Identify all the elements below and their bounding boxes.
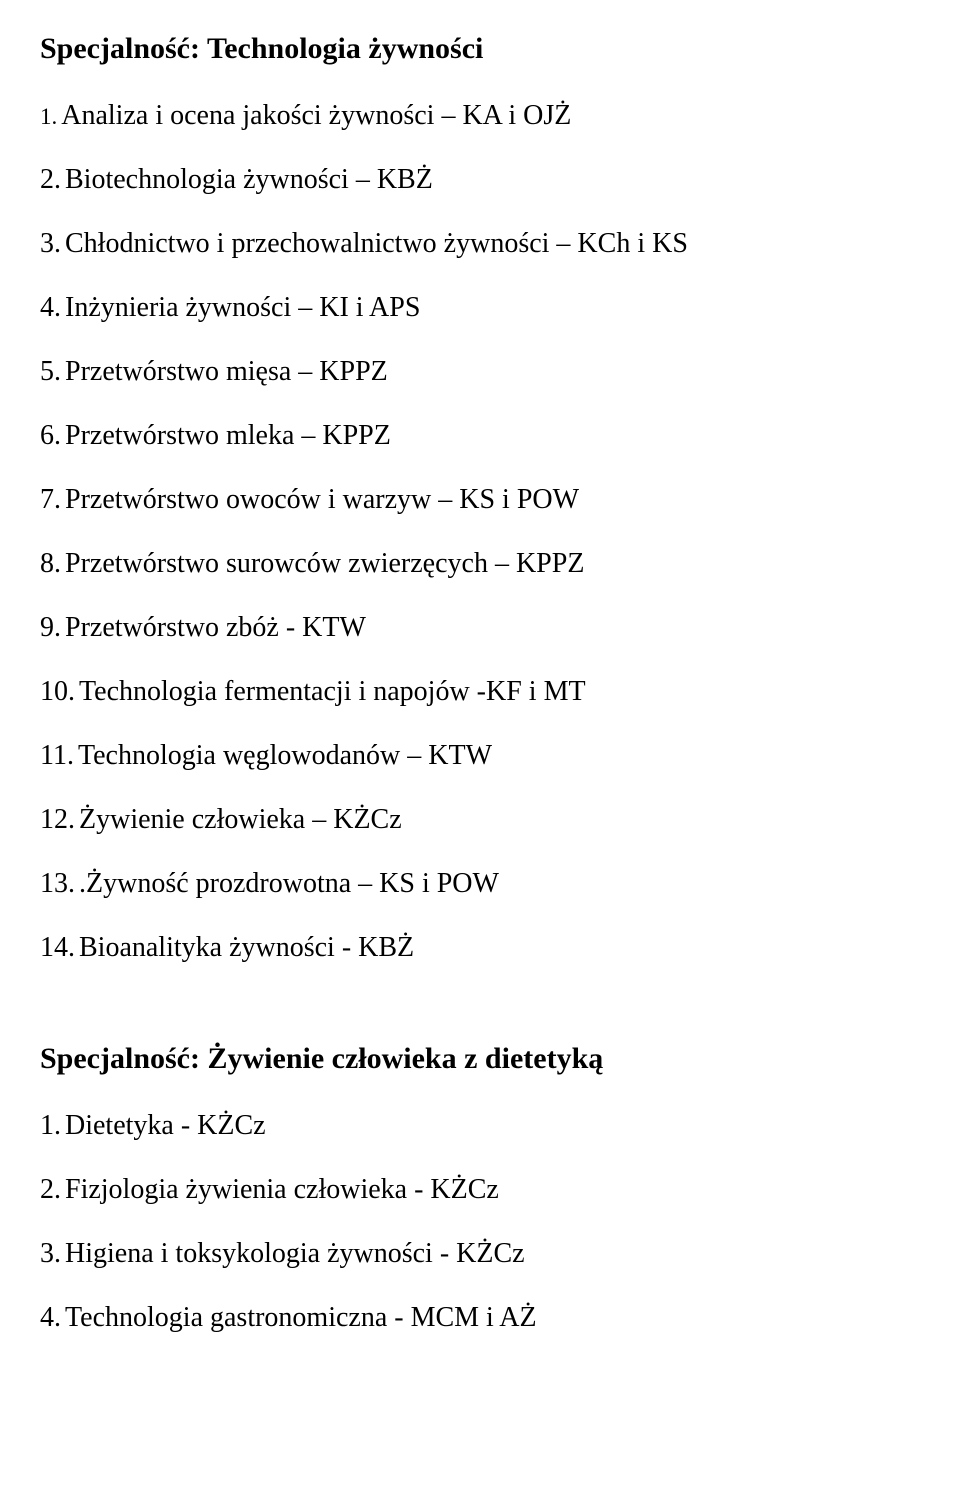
- list-item-text: Przetwórstwo mleka – KPPZ: [65, 422, 391, 450]
- section-gap: [40, 998, 920, 1042]
- list-item-number: 14.: [40, 934, 75, 962]
- list-item-number: 4.: [40, 294, 61, 322]
- section1-heading: Specjalność: Technologia żywności: [40, 32, 920, 66]
- list-item-text: Dietetyka - KŻCz: [65, 1112, 266, 1140]
- list-item: 14.Bioanalityka żywności - KBŻ: [40, 934, 920, 962]
- list-item-text: .Żywność prozdrowotna – KS i POW: [79, 870, 499, 898]
- list-item-number: 3.: [40, 230, 61, 258]
- list-item-text: Technologia węglowodanów – KTW: [78, 742, 492, 770]
- list-item-number: 5.: [40, 358, 61, 386]
- list-item: 4.Technologia gastronomiczna - MCM i AŻ: [40, 1304, 920, 1332]
- list-item-number: 10.: [40, 678, 75, 706]
- list-item-number: 4.: [40, 1304, 61, 1332]
- list-item-number: 12.: [40, 806, 75, 834]
- list-item: 1.Dietetyka - KŻCz: [40, 1112, 920, 1140]
- list-item-number: 3.: [40, 1240, 61, 1268]
- list-item-text: Przetwórstwo mięsa – KPPZ: [65, 358, 388, 386]
- list-item: 3.Chłodnictwo i przechowalnictwo żywnośc…: [40, 230, 920, 258]
- list-item: 3.Higiena i toksykologia żywności - KŻCz: [40, 1240, 920, 1268]
- list-item: 7.Przetwórstwo owoców i warzyw – KS i PO…: [40, 486, 920, 514]
- list-item: 5.Przetwórstwo mięsa – KPPZ: [40, 358, 920, 386]
- list-item-text: Technologia gastronomiczna - MCM i AŻ: [65, 1304, 537, 1332]
- list-item-text: Analiza i ocena jakości żywności – KA i …: [61, 102, 571, 130]
- list-item: 1.Analiza i ocena jakości żywności – KA …: [40, 102, 920, 130]
- list-item: 12.Żywienie człowieka – KŻCz: [40, 806, 920, 834]
- list-item-number: 1.: [40, 102, 57, 130]
- list-item-number: 7.: [40, 486, 61, 514]
- section2-list: 1.Dietetyka - KŻCz 2.Fizjologia żywienia …: [40, 1112, 920, 1332]
- list-item: 11.Technologia węglowodanów – KTW: [40, 742, 920, 770]
- list-item-text: Żywienie człowieka – KŻCz: [79, 806, 402, 834]
- list-item-text: Technologia fermentacji i napojów -KF i …: [79, 678, 586, 706]
- list-item: 6.Przetwórstwo mleka – KPPZ: [40, 422, 920, 450]
- list-item-number: 8.: [40, 550, 61, 578]
- list-item: 4.Inżynieria żywności – KI i APS: [40, 294, 920, 322]
- list-item-text: Higiena i toksykologia żywności - KŻCz: [65, 1240, 525, 1268]
- list-item-number: 9.: [40, 614, 61, 642]
- list-item: 8.Przetwórstwo surowców zwierzęcych – KP…: [40, 550, 920, 578]
- list-item: 13..Żywność prozdrowotna – KS i POW: [40, 870, 920, 898]
- section2-heading: Specjalność: Żywienie człowieka z dietet…: [40, 1042, 920, 1076]
- list-item-text: Bioanalityka żywności - KBŻ: [79, 934, 414, 962]
- list-item-number: 1.: [40, 1112, 61, 1140]
- list-item: 2.Biotechnologia żywności – KBŻ: [40, 166, 920, 194]
- list-item-text: Fizjologia żywienia człowieka - KŻCz: [65, 1176, 499, 1204]
- list-item-number: 13.: [40, 870, 75, 898]
- list-item-text: Biotechnologia żywności – KBŻ: [65, 166, 433, 194]
- list-item-number: 2.: [40, 166, 61, 194]
- list-item-text: Przetwórstwo surowców zwierzęcych – KPPZ: [65, 550, 584, 578]
- list-item-number: 11.: [40, 742, 74, 770]
- list-item-text: Przetwórstwo owoców i warzyw – KS i POW: [65, 486, 579, 514]
- list-item-text: Przetwórstwo zbóż - KTW: [65, 614, 366, 642]
- list-item-number: 6.: [40, 422, 61, 450]
- list-item: 2.Fizjologia żywienia człowieka - KŻCz: [40, 1176, 920, 1204]
- list-item-number: 2.: [40, 1176, 61, 1204]
- list-item-text: Inżynieria żywności – KI i APS: [65, 294, 420, 322]
- list-item-text: Chłodnictwo i przechowalnictwo żywności …: [65, 230, 688, 258]
- list-item: 10.Technologia fermentacji i napojów -KF…: [40, 678, 920, 706]
- list-item: 9.Przetwórstwo zbóż - KTW: [40, 614, 920, 642]
- section1-list: 1.Analiza i ocena jakości żywności – KA …: [40, 102, 920, 962]
